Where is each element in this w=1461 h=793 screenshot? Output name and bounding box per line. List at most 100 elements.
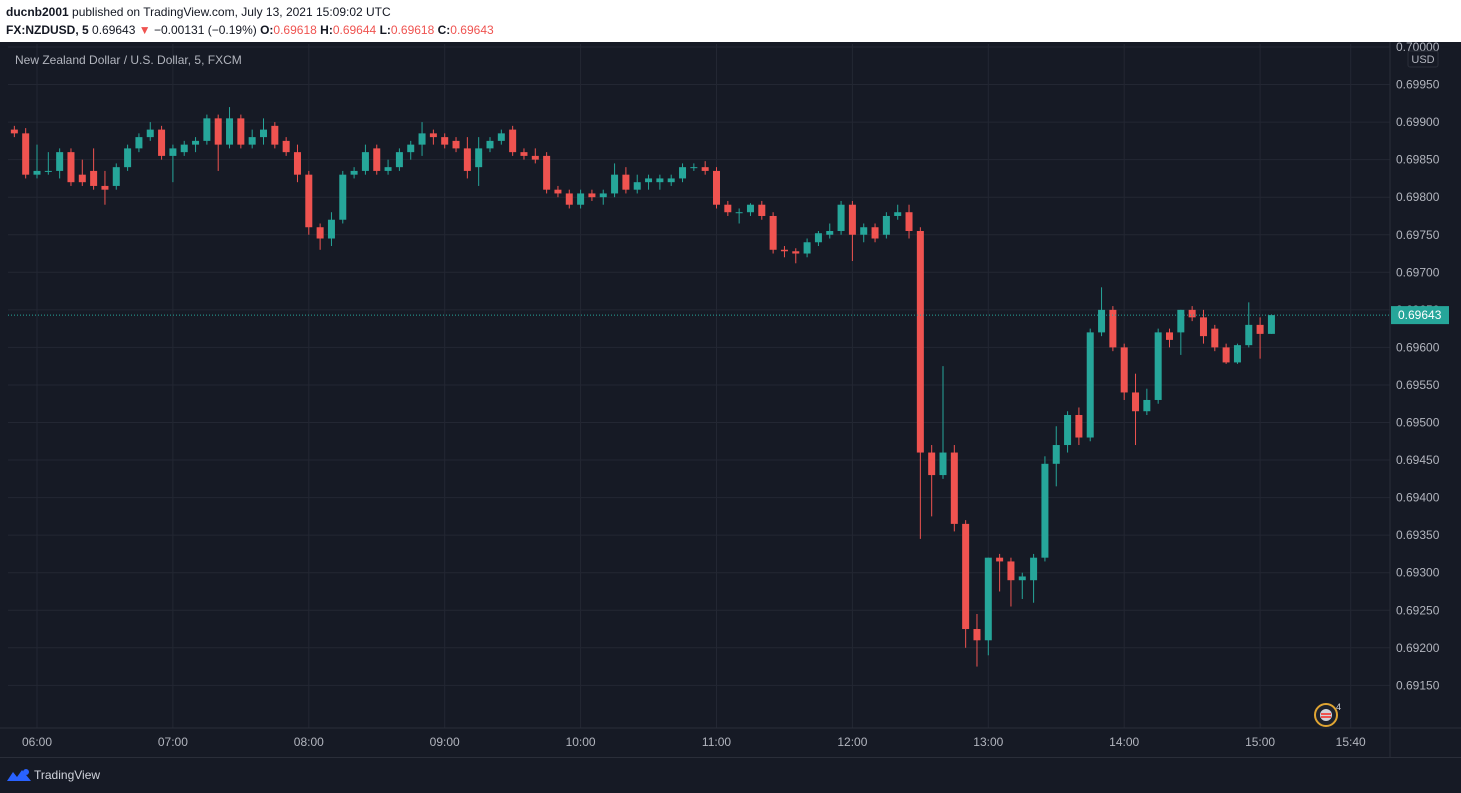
candle-body[interactable] (814, 233, 822, 243)
candle-body[interactable] (1267, 315, 1275, 334)
candle-body[interactable] (1245, 324, 1253, 346)
candle-body[interactable] (1177, 309, 1185, 333)
candle-body[interactable] (429, 133, 437, 138)
candle-body[interactable] (1143, 399, 1151, 412)
candle-body[interactable] (112, 167, 120, 186)
candle-body[interactable] (667, 178, 675, 183)
candle-body[interactable] (1211, 328, 1219, 348)
candle-body[interactable] (463, 148, 471, 171)
chart-area[interactable]: 0.70000 0.69950 0.69900 0.69850 0.69800 0.697… (0, 42, 1461, 757)
candle-body[interactable] (497, 133, 505, 141)
candle-body[interactable] (746, 204, 754, 213)
candle-body[interactable] (599, 193, 607, 198)
candle-body[interactable] (973, 629, 981, 641)
candle-body[interactable] (520, 152, 528, 156)
candle-body[interactable] (1109, 309, 1117, 348)
candle-body[interactable] (531, 155, 539, 160)
candle-body[interactable] (792, 251, 800, 254)
candle-body[interactable] (293, 152, 301, 175)
candle-body[interactable] (90, 170, 98, 186)
candle-body[interactable] (361, 152, 369, 171)
candle-body[interactable] (271, 125, 279, 145)
candle-body[interactable] (803, 242, 811, 254)
candle-body[interactable] (871, 227, 879, 239)
candle-body[interactable] (486, 140, 494, 149)
candle-body[interactable] (735, 212, 743, 214)
candle-body[interactable] (622, 174, 630, 190)
candle-body[interactable] (645, 178, 653, 183)
candle-body[interactable] (56, 152, 64, 171)
candle-body[interactable] (894, 212, 902, 216)
candle-body[interactable] (543, 155, 551, 190)
candle-body[interactable] (180, 144, 188, 153)
candle-body[interactable] (588, 193, 596, 198)
candle-body[interactable] (928, 452, 936, 476)
candle-body[interactable] (724, 204, 732, 213)
candle-body[interactable] (316, 227, 324, 239)
candle-body[interactable] (1154, 332, 1162, 400)
candle-body[interactable] (950, 452, 958, 524)
candle-body[interactable] (441, 137, 449, 145)
candle-body[interactable] (780, 249, 788, 252)
economic-events-icon[interactable]: 4 (1312, 701, 1342, 729)
candle-body[interactable] (690, 167, 698, 169)
candle-body[interactable] (339, 174, 347, 220)
candle-body[interactable] (146, 129, 154, 138)
candle-body[interactable] (418, 133, 426, 145)
tradingview-brand[interactable]: TradingView (34, 768, 101, 782)
candle-body[interactable] (282, 140, 290, 153)
candle-body[interactable] (837, 204, 845, 231)
candle-body[interactable] (758, 204, 766, 216)
candle-body[interactable] (1120, 347, 1128, 393)
candle-body[interactable] (101, 185, 109, 190)
candle-body[interactable] (1222, 347, 1230, 363)
candle-body[interactable] (860, 227, 868, 235)
candle-body[interactable] (1188, 309, 1196, 318)
candle-body[interactable] (192, 140, 200, 145)
candle-body[interactable] (611, 174, 619, 194)
candle-body[interactable] (1098, 309, 1106, 333)
candle-body[interactable] (848, 204, 856, 235)
candle-body[interactable] (939, 452, 947, 476)
candle-body[interactable] (305, 174, 313, 228)
candle-body[interactable] (1052, 445, 1060, 464)
candle-body[interactable] (1233, 345, 1241, 363)
candle-body[interactable] (169, 148, 177, 156)
candle-body[interactable] (554, 189, 562, 194)
candle-body[interactable] (214, 118, 222, 145)
candle-body[interactable] (509, 129, 517, 153)
candle-body[interactable] (260, 129, 267, 138)
candle-body[interactable] (124, 148, 132, 168)
candle-body[interactable] (78, 174, 86, 183)
candlestick-chart[interactable]: 0.700000.699500.699000.698500.698000.697… (0, 42, 1461, 757)
candle-body[interactable] (350, 170, 358, 175)
candle-body[interactable] (826, 230, 834, 235)
candle-body[interactable] (1199, 317, 1207, 337)
candle-body[interactable] (226, 118, 234, 145)
candle-body[interactable] (701, 167, 709, 171)
candle-body[interactable] (10, 129, 18, 134)
candle-body[interactable] (1256, 324, 1264, 334)
candle-body[interactable] (67, 152, 75, 183)
candle-body[interactable] (1166, 332, 1173, 340)
candle-body[interactable] (984, 557, 992, 641)
candle-body[interactable] (962, 523, 970, 630)
candle-body[interactable] (395, 152, 403, 168)
candle-body[interactable] (22, 133, 30, 175)
candle-body[interactable] (656, 178, 664, 183)
candle-body[interactable] (905, 212, 913, 231)
candle-body[interactable] (327, 219, 335, 239)
candle-body[interactable] (248, 137, 256, 145)
candle-body[interactable] (916, 230, 924, 453)
candle-body[interactable] (452, 140, 460, 149)
candle-body[interactable] (237, 118, 245, 145)
candle-body[interactable] (407, 144, 415, 153)
candle-body[interactable] (769, 215, 777, 250)
author-name[interactable]: ducnb2001 (6, 5, 69, 19)
candle-body[interactable] (1018, 576, 1026, 581)
candle-body[interactable] (44, 170, 52, 172)
candle-body[interactable] (33, 170, 41, 175)
candle-body[interactable] (577, 193, 585, 205)
candle-body[interactable] (1086, 332, 1094, 438)
candle-body[interactable] (1041, 463, 1049, 558)
